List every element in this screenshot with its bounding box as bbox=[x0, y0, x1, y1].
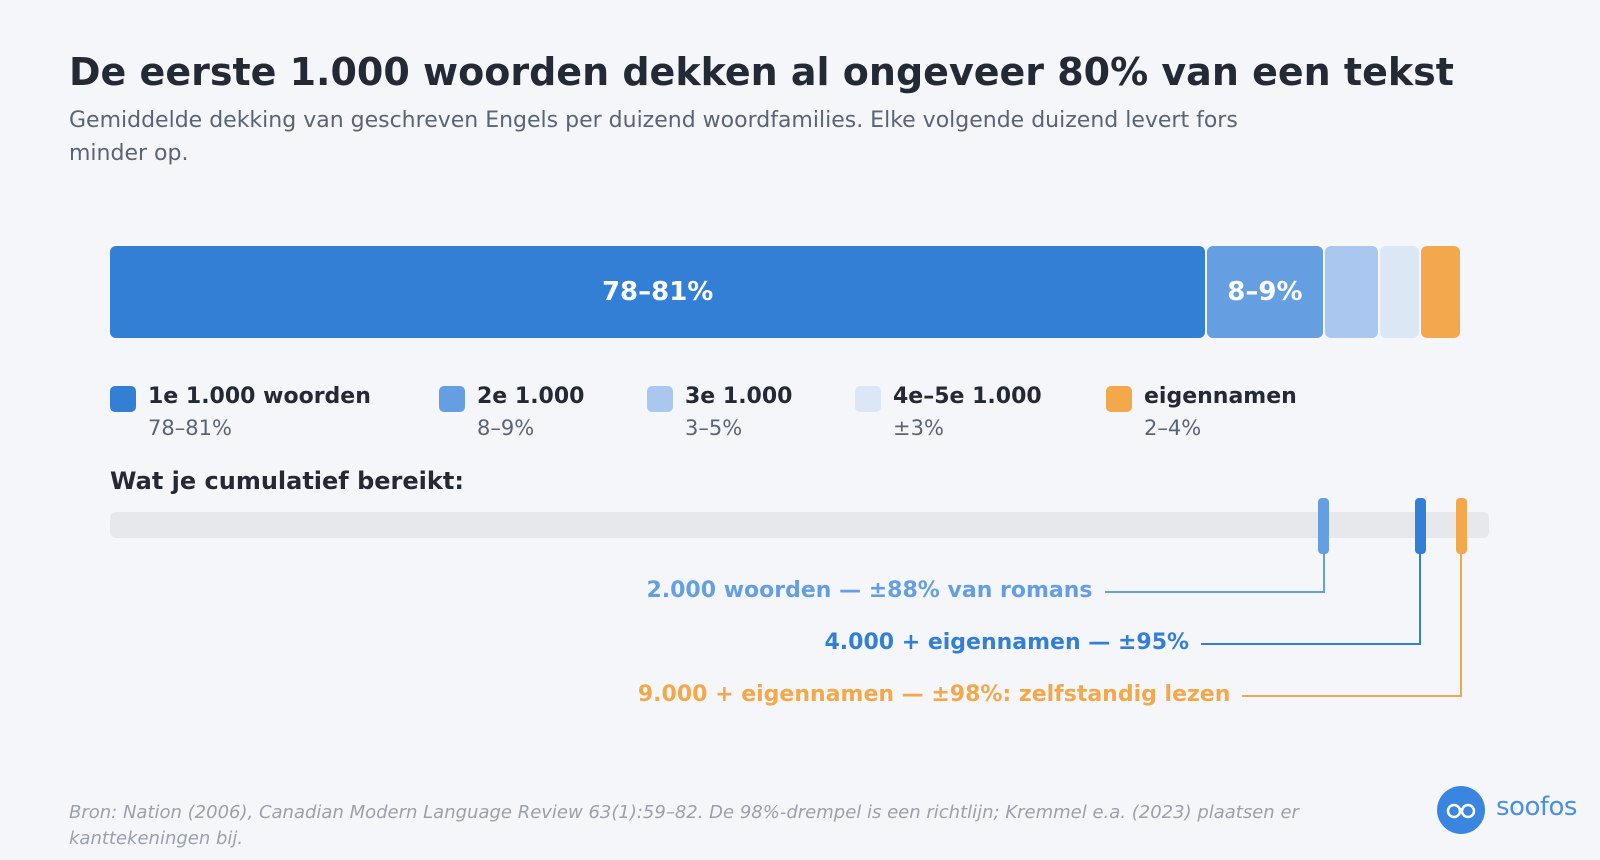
legend-swatch bbox=[1106, 386, 1132, 412]
cumulative-label: 4.000 + eigennamen — ±95% bbox=[824, 630, 1190, 655]
glasses-icon bbox=[1437, 786, 1485, 834]
legend-label: 2e 1.000 bbox=[477, 384, 585, 409]
legend-swatch bbox=[110, 386, 136, 412]
legend-value: 78–81% bbox=[148, 416, 232, 440]
cumulative-title: Wat je cumulatief bereikt: bbox=[110, 467, 464, 495]
bar-segment-4 bbox=[1379, 246, 1420, 338]
source-note: Bron: Nation (2006), Canadian Modern Lan… bbox=[69, 802, 1299, 849]
legend-value: 2–4% bbox=[1144, 416, 1202, 440]
legend-swatch bbox=[439, 386, 465, 412]
legend-value: ±3% bbox=[893, 416, 944, 440]
bar-segment-5 bbox=[1421, 246, 1461, 338]
bar-segment-label: 8–9% bbox=[1227, 277, 1303, 307]
cumulative-leader-line bbox=[1104, 554, 1325, 593]
legend-label: eigennamen bbox=[1144, 384, 1297, 409]
bar-segment-3 bbox=[1324, 246, 1378, 338]
legend-value: 3–5% bbox=[685, 416, 743, 440]
bar-segment-2: 8–9% bbox=[1207, 246, 1323, 338]
cumulative-leader-line bbox=[1201, 554, 1422, 645]
legend-swatch bbox=[647, 386, 673, 412]
cumulative-marker bbox=[1318, 498, 1330, 554]
cumulative-marker bbox=[1455, 498, 1467, 554]
brand-name: soofos bbox=[1496, 792, 1577, 822]
cumulative-label: 9.000 + eigennamen — ±98%: zelfstandig l… bbox=[637, 682, 1231, 707]
chart-subtitle: Gemiddelde dekking van geschreven Engels… bbox=[69, 108, 1238, 166]
stacked-coverage-bar: 78–81% 8–9% bbox=[110, 246, 1489, 338]
bar-segment-label: 78–81% bbox=[601, 277, 714, 307]
legend-label: 3e 1.000 bbox=[685, 384, 793, 409]
cumulative-label: 2.000 woorden — ±88% van romans bbox=[646, 578, 1093, 603]
legend-swatch bbox=[855, 386, 881, 412]
bar-segment-1: 78–81% bbox=[110, 246, 1206, 338]
cumulative-marker bbox=[1414, 498, 1426, 554]
legend-label: 1e 1.000 woorden bbox=[148, 384, 371, 409]
legend-label: 4e–5e 1.000 bbox=[893, 384, 1042, 409]
cumulative-track bbox=[110, 512, 1489, 538]
legend-value: 8–9% bbox=[477, 416, 535, 440]
chart-title: De eerste 1.000 woorden dekken al ongeve… bbox=[69, 50, 1454, 94]
cumulative-leader-line bbox=[1242, 554, 1463, 697]
